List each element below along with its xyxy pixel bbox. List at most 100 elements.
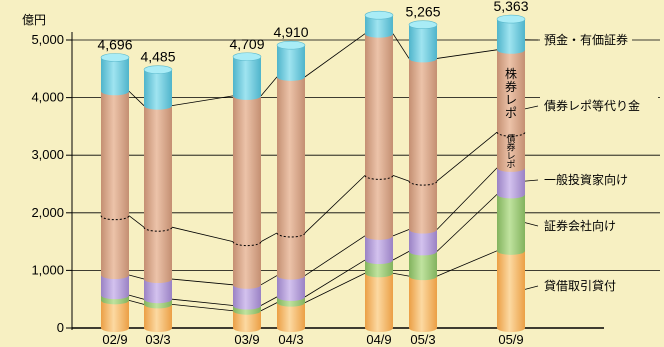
x-tick-label: 05/9 (498, 332, 523, 347)
y-tick-label: 3,000 (31, 147, 64, 162)
connector-line (304, 259, 366, 298)
x-tick-label: 03/9 (234, 332, 259, 347)
legend-label: 証券会社向け (544, 218, 616, 233)
cylinder-bar-05-9 (496, 14, 526, 332)
x-tick-label: 02/9 (102, 332, 127, 347)
connector-line (436, 49, 498, 59)
bar-top-cap (408, 20, 438, 30)
connector-line (304, 272, 366, 304)
y-tick-label: 5,000 (31, 32, 64, 47)
legend-label: 貸借取引貸付 (544, 278, 616, 293)
total-label: 4,696 (97, 37, 132, 53)
bar-segment-securities (365, 260, 393, 278)
x-tick-label: 04/9 (366, 332, 391, 347)
bar-segment-securities (409, 251, 437, 281)
x-tick-label: 04/3 (278, 332, 303, 347)
dashed-connector (128, 215, 145, 228)
connector-line (128, 90, 145, 106)
bar-segment-deposits (233, 56, 261, 100)
legend-label: 債券レポ等代り金 (544, 98, 640, 113)
bar-segment-main (277, 76, 305, 280)
bar-top-cap (143, 65, 173, 74)
bar-top-cap (232, 52, 262, 62)
total-labels: 4,696 4,485 4,709 4,910 5,265 5,363 (97, 0, 528, 65)
bar-segment-investors (497, 167, 525, 199)
dashed-connector (304, 175, 366, 234)
bar-segment-investors (409, 229, 437, 256)
connector-line (171, 278, 234, 286)
bar-segment-lending (101, 300, 129, 332)
bar-segment-lending (277, 302, 305, 332)
x-tick-labels: 02/9 03/3 03/9 04/3 04/9 05/3 05/9 (102, 332, 523, 347)
legend-connector (524, 222, 539, 227)
legend-label-bg (540, 170, 632, 188)
inner-label-char: 券 (505, 79, 517, 94)
bar-segment-main (144, 105, 172, 284)
y-tick-label: 0 (57, 320, 64, 335)
legend-connector (524, 179, 539, 182)
y-axis: 億円 0 1,000 2,000 3,000 4,000 5,000 (22, 13, 604, 335)
connector-line (436, 167, 498, 230)
bar-segment-investors (101, 275, 129, 300)
total-label: 5,265 (405, 4, 440, 20)
dashed-divider (232, 241, 262, 247)
connector-line (436, 194, 498, 252)
cylinder-bar-04-3 (276, 40, 306, 332)
bar-segment-main (233, 95, 261, 289)
dashed-divider (408, 180, 438, 186)
connector-line (171, 303, 234, 312)
bar-segment-deposits (409, 24, 437, 63)
connector-line (128, 299, 145, 305)
bar-segment-main (101, 91, 129, 280)
bar-segment-deposits (277, 45, 305, 81)
bar-segment-lending (409, 276, 437, 332)
bar-top-cap (364, 10, 394, 20)
inner-label-char: ポ (505, 106, 517, 120)
inner-label-char: レ (506, 151, 515, 161)
legend-connector (524, 285, 539, 290)
dashed-connector (392, 174, 410, 182)
bar-segment-investors (365, 235, 393, 265)
bar-top-cap (496, 14, 526, 24)
connector-line (260, 76, 278, 97)
bar-segment-main (409, 58, 437, 234)
dashed-divider (364, 175, 394, 180)
x-tick-label: 05/3 (410, 332, 435, 347)
connector-lines (128, 33, 539, 312)
legend-label: 一般投資家向け (544, 172, 628, 187)
bar-segment-main (497, 49, 525, 172)
total-label: 5,363 (493, 0, 528, 14)
cylinder-bar-03-9 (232, 52, 262, 332)
dashed-divider (100, 215, 130, 221)
inner-label-char: 債 (506, 133, 515, 144)
bar-segment-securities (497, 194, 525, 255)
legend-connector (524, 105, 539, 110)
bar-segment-deposits (365, 15, 393, 38)
bar-segment-main (365, 33, 393, 240)
connector-line (392, 229, 410, 237)
connector-line (260, 275, 278, 286)
bar-segment-deposits (497, 19, 525, 54)
inner-label-char: ポ (506, 160, 515, 170)
legend-label-bg (540, 276, 632, 294)
inner-label-char: 券 (506, 142, 515, 153)
legend-label-bg (540, 30, 632, 48)
bar-segment-investors (277, 275, 305, 301)
y-tick-label: 1,000 (31, 262, 64, 277)
y-tick-label: 4,000 (31, 90, 64, 105)
dashed-connector (260, 232, 278, 242)
x-tick-label: 03/3 (145, 332, 170, 347)
legend-label-bg (540, 216, 632, 234)
dashed-divider (276, 232, 306, 238)
connector-line (171, 95, 234, 107)
legend-label: 預金・有価証券 (544, 32, 628, 47)
bar-top-cap (276, 40, 306, 50)
connector-line (128, 294, 145, 300)
dashed-divider (496, 131, 526, 137)
dashed-connector (436, 131, 498, 182)
connector-line (436, 250, 498, 277)
bar-segment-lending (233, 310, 261, 332)
